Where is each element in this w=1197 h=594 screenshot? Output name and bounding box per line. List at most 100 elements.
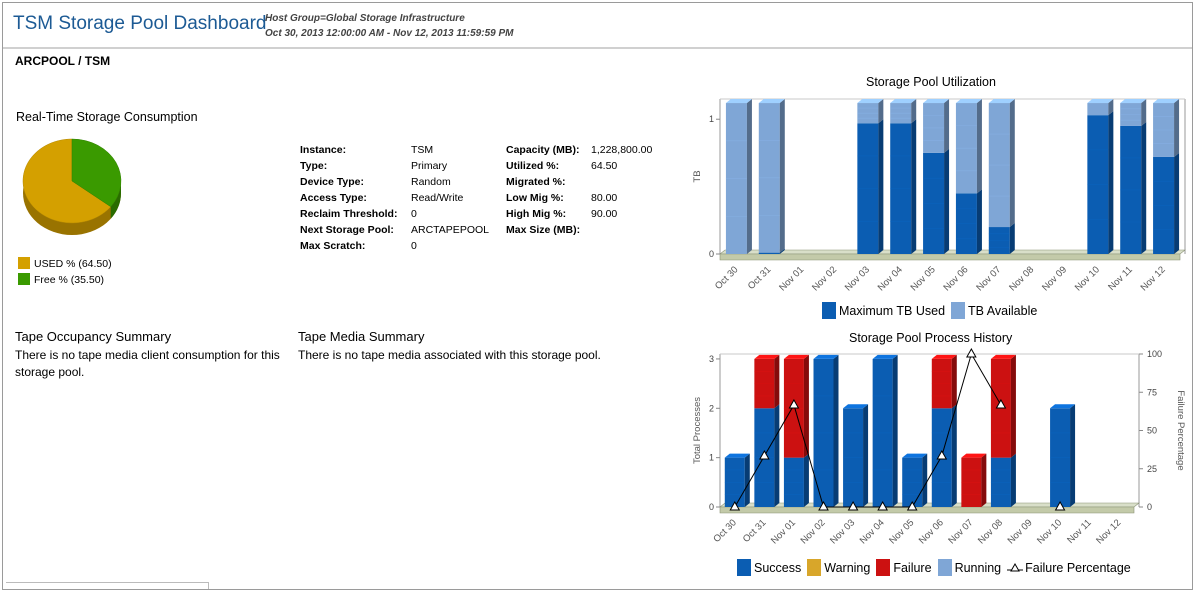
consumption-title: Real-Time Storage Consumption	[16, 110, 198, 124]
bar-maximum-tb-used-1	[758, 252, 780, 254]
horizontal-scrollbar[interactable]	[6, 582, 209, 589]
x-tick-label: Oct 31	[746, 264, 774, 292]
bar-side	[944, 148, 950, 254]
pool-title: ARCPOOL / TSM	[15, 54, 111, 68]
bar-side	[803, 354, 809, 458]
tape-media-text: There is no tape media associated with t…	[298, 348, 601, 362]
y2-tick-label: 75	[1147, 387, 1157, 397]
x-tick-label: Oct 30	[713, 264, 741, 292]
tape-media-title: Tape Media Summary	[298, 329, 425, 344]
failure-percentage-marker	[1054, 500, 1066, 511]
x-tick-label: Nov 02	[810, 264, 839, 293]
y-tick-label: 1	[709, 453, 714, 463]
failure-percentage-marker	[995, 398, 1007, 409]
tape-occupancy-title: Tape Occupancy Summary	[15, 329, 172, 344]
x-tick-label: Nov 06	[941, 264, 970, 293]
used-swatch	[18, 257, 30, 269]
x-tick-label: Oct 30	[711, 517, 739, 545]
property-key: Max Scratch:	[300, 240, 366, 252]
bar-side	[976, 189, 982, 254]
x-tick-label: Nov 04	[858, 517, 887, 546]
bar-side	[922, 453, 928, 507]
x-tick-label: Nov 05	[909, 264, 938, 293]
bar-top	[931, 354, 957, 359]
bar-top	[843, 404, 869, 409]
failure-percentage-marker	[759, 450, 770, 460]
tape-occupancy-text: There is no tape media client consumptio…	[15, 348, 280, 379]
legend-label: Warning	[824, 560, 871, 575]
x-tick-label: Nov 09	[1040, 264, 1069, 293]
x-tick-label: Nov 07	[946, 517, 975, 546]
property-key: Type:	[300, 160, 328, 172]
bar-top	[923, 99, 950, 104]
failure-percentage-line	[734, 352, 1002, 508]
bar-side	[1108, 111, 1114, 254]
y2-tick-label: 50	[1147, 426, 1157, 436]
bar-side	[1009, 99, 1015, 228]
bar-top	[1153, 99, 1180, 104]
x-tick-label: Nov 10	[1035, 517, 1064, 546]
utilization-legend: Maximum TB Used TB Available	[822, 302, 1043, 319]
bar-side	[803, 453, 809, 507]
property-row: Migrated %:	[506, 174, 652, 190]
bar-side	[774, 404, 780, 507]
pie-slice-used	[22, 138, 112, 224]
bar-side	[774, 354, 780, 409]
property-value: 80.00	[591, 192, 618, 204]
chart-floor-front	[719, 506, 1135, 514]
bar-side	[976, 99, 982, 194]
bar-top	[1087, 99, 1114, 104]
free-label: Free % (35.50)	[34, 274, 105, 286]
bar-side	[1010, 453, 1016, 507]
property-key: Reclaim Threshold:	[300, 208, 398, 220]
bar-side	[951, 404, 957, 507]
property-key: Max Size (MB):	[506, 224, 581, 236]
x-tick-label: Oct 31	[741, 517, 769, 545]
property-row: Max Scratch: 0	[300, 238, 489, 254]
bar-side	[746, 99, 752, 254]
legend-item-running: Running	[937, 559, 1002, 576]
legend-swatch	[876, 559, 891, 576]
legend-label: Running	[954, 560, 1002, 575]
bar-side	[1174, 152, 1180, 254]
chart-floor-front	[719, 253, 1181, 261]
page-title: TSM Storage Pool Dashboard	[13, 13, 267, 34]
bar-side	[863, 404, 869, 507]
x-tick-label: Nov 01	[777, 264, 806, 293]
legend-swatch	[737, 559, 751, 576]
property-row: Max Size (MB):	[506, 222, 652, 238]
property-row: Low Mig %: 80.00	[506, 190, 652, 206]
property-row: Type: Primary	[300, 158, 489, 174]
x-tick-label: Nov 12	[1094, 517, 1123, 546]
property-key: Access Type:	[300, 192, 367, 204]
bar-top	[754, 354, 780, 359]
failure-percentage-marker	[847, 500, 859, 511]
property-row: Reclaim Threshold: 0	[300, 206, 489, 222]
bar-top	[902, 453, 928, 458]
consumption-pie-chart	[22, 138, 122, 235]
pie-legend: USED % (64.50) Free % (35.50)	[18, 256, 112, 288]
dashboard-header: TSM Storage Pool Dashboard Host Group=Gl…	[3, 3, 1192, 49]
triangle-marker-icon	[1007, 562, 1024, 571]
legend-item-max-used: Maximum TB Used	[822, 302, 945, 319]
x-tick-label: Nov 08	[1007, 264, 1036, 293]
property-row: High Mig %: 90.00	[506, 206, 652, 222]
process-history-chart-title: Storage Pool Process History	[849, 331, 1013, 345]
x-tick-label: Nov 02	[799, 517, 828, 546]
x-tick-label: Nov 11	[1106, 264, 1135, 293]
property-row: Utilized %: 64.50	[506, 158, 652, 174]
property-value: Read/Write	[411, 192, 464, 204]
y-tick-label: 3	[709, 354, 714, 364]
date-range-label: Oct 30, 2013 12:00:00 AM - Nov 12, 2013 …	[265, 28, 514, 39]
x-tick-label: Nov 07	[974, 264, 1003, 293]
bar-top	[990, 354, 1016, 359]
legend-swatch	[937, 559, 952, 576]
bar-tb-available-11	[1087, 103, 1109, 116]
used-label: USED % (64.50)	[34, 258, 112, 270]
property-key: High Mig %:	[506, 208, 567, 220]
bar-top	[890, 99, 917, 104]
bar-side	[1174, 99, 1180, 157]
property-row: Instance: TSM	[300, 142, 489, 158]
bar-side	[951, 354, 957, 409]
